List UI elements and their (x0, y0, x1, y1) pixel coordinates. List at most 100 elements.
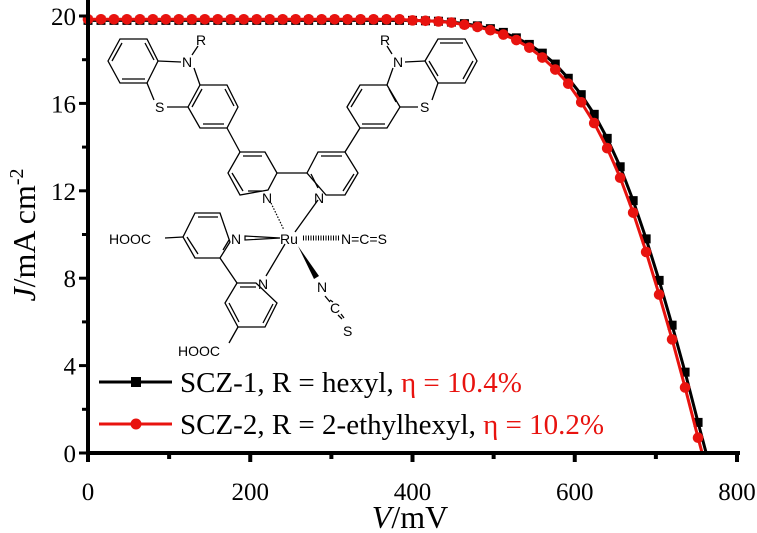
label-n-bpy: N (231, 231, 241, 247)
data-point-square (693, 417, 703, 427)
bond-ring (187, 84, 239, 129)
data-point-circle (329, 13, 340, 25)
data-point-circle (653, 289, 665, 300)
data-point-circle (355, 13, 366, 25)
label-ncs-c: C (330, 300, 340, 316)
bond (324, 295, 345, 320)
x-tick-label: 200 (232, 479, 270, 506)
y-tick-label: 4 (64, 354, 77, 381)
bond-double (310, 155, 355, 192)
data-point-circle (498, 29, 509, 40)
data-point-circle (147, 13, 159, 25)
label-s-ptz-right: S (420, 99, 429, 115)
legend-eta: η = 10.4% (401, 367, 522, 399)
data-point-circle (614, 172, 626, 183)
bond-ring (227, 151, 278, 196)
x-axis-unit: /mV (391, 499, 448, 533)
bond-ring (182, 212, 231, 259)
bond (386, 45, 439, 108)
y-axis-unit: /mA cm (6, 185, 42, 287)
y-tick-label: 12 (51, 179, 76, 206)
axis-ticks (79, 14, 739, 462)
bond-double (350, 88, 397, 125)
data-point-circle (173, 13, 185, 25)
data-point-square (628, 196, 638, 206)
data-point-circle (225, 13, 237, 25)
data-point-circle (562, 78, 574, 90)
data-point-circle (277, 13, 289, 25)
x-tick-label: 600 (556, 479, 594, 506)
data-point-circle (420, 15, 431, 27)
bond-double (191, 88, 235, 125)
y-axis-var: J (6, 286, 42, 302)
bond-double (231, 155, 262, 192)
label-s-ptz-left: S (155, 99, 164, 115)
bond-double (428, 42, 474, 80)
x-tick-label: 0 (82, 479, 95, 506)
data-point-square (654, 275, 664, 285)
data-point-circle (627, 207, 639, 218)
label-n-bpy: N (262, 190, 272, 206)
legend-label: SCZ-2, R = 2-ethylhexyl, (180, 409, 483, 441)
data-point-circle (459, 19, 470, 31)
data-point-square (602, 133, 612, 143)
data-point-circle (601, 142, 613, 154)
data-point-circle (485, 24, 496, 36)
x-tick-label: 800 (718, 479, 756, 506)
bond (228, 326, 239, 344)
tick-labels: 0 200 400 600 800 0 4 8 12 16 20 (51, 4, 756, 506)
bond-double (186, 216, 230, 255)
label-hooc: HOOC (109, 231, 151, 247)
label-n-bpy: N (258, 276, 268, 292)
x-tick-label: 400 (394, 479, 432, 506)
data-point-circle (290, 13, 301, 25)
data-point-square (550, 59, 560, 69)
data-point-square (680, 367, 690, 377)
y-tick-label: 8 (64, 266, 77, 293)
data-point-circle (575, 97, 587, 108)
data-point-circle (381, 13, 392, 25)
label-ncs-n: N (317, 279, 327, 295)
y-tick-label: 20 (51, 4, 76, 31)
label-n-ptz-right: N (393, 54, 403, 70)
data-point-circle (303, 13, 314, 25)
label-ru: Ru (280, 231, 298, 247)
data-point-circle (679, 382, 691, 393)
data-point-circle (134, 13, 146, 25)
bond (265, 199, 319, 277)
data-point-circle (108, 13, 120, 25)
data-point-circle (264, 13, 276, 25)
bond-ring (306, 151, 359, 196)
data-point-circle (160, 13, 172, 25)
x-axis-title: V/mV (372, 499, 448, 533)
hashed-bond (270, 202, 285, 231)
data-point-circle (588, 117, 600, 129)
data-point-square (576, 90, 586, 100)
wedge-bond (298, 246, 319, 279)
data-point-circle (407, 15, 418, 26)
legend-marker-circle (130, 418, 142, 430)
data-point-circle (524, 42, 535, 53)
data-point-square (641, 234, 651, 244)
y-tick-label: 0 (64, 441, 77, 468)
data-point-circle (394, 13, 405, 25)
data-point-circle (446, 17, 457, 28)
bond (146, 45, 241, 153)
data-point-circle (121, 13, 133, 25)
data-point-circle (640, 246, 652, 258)
legend-entry-scz1: SCZ-1, R = hexyl, η = 10.4% (180, 367, 522, 399)
legend-entry-scz2: SCZ-2, R = 2-ethylhexyl, η = 10.2% (180, 409, 604, 441)
bond (277, 127, 361, 174)
data-point-circle (537, 52, 548, 63)
data-point-square (615, 162, 625, 172)
data-point-square (589, 109, 599, 119)
x-axis-var: V (372, 499, 395, 533)
y-tick-label: 16 (51, 91, 76, 118)
data-point-circle (212, 13, 224, 25)
series-2 (82, 13, 704, 454)
label-ncs: N=C=S (341, 231, 387, 247)
legend-label: SCZ-1, R = hexyl, (180, 367, 401, 399)
data-point-square (667, 320, 677, 330)
y-axis-title: J/mA cm-2 (6, 168, 42, 301)
data-point-circle (692, 432, 704, 444)
